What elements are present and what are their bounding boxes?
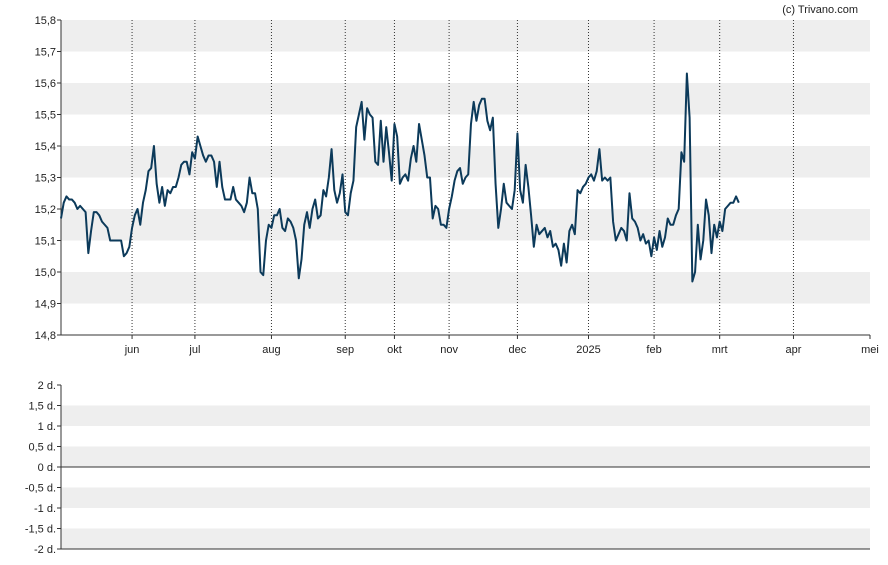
bottom-band <box>61 528 870 549</box>
x-tick-label: jun <box>124 344 140 356</box>
x-tick-label: mrt <box>712 344 728 356</box>
top-chart-bands <box>61 20 870 304</box>
bottom-band <box>61 405 870 426</box>
y-tick-label: 15,1 <box>35 236 56 248</box>
top-chart-series <box>60 72 740 283</box>
x-tick-label: nov <box>440 344 458 356</box>
top-band <box>61 272 870 304</box>
price-series-line <box>60 72 740 283</box>
bottom-chart-bands <box>61 405 870 549</box>
top-band <box>61 83 870 115</box>
x-tick-label: mei <box>861 344 879 356</box>
bottom-y-tick-label: 1,5 d. <box>28 401 56 413</box>
x-tick-label: sep <box>336 344 354 356</box>
top-chart-y-ticks: 15,8 15,7 15,6 15,5 15,4 15,3 15,2 15,1 15,0 14,9… <box>35 15 61 342</box>
bottom-y-tick-label: 2 d. <box>38 380 56 392</box>
x-tick-label: feb <box>646 344 661 356</box>
x-tick-label: aug <box>262 344 280 356</box>
y-tick-label: 15,0 <box>35 267 56 279</box>
bottom-y-tick-label: 1 d. <box>38 421 56 433</box>
y-tick-label: 14,9 <box>35 299 56 311</box>
y-tick-label: 15,4 <box>35 141 56 153</box>
bottom-y-tick-label: -1,5 d. <box>25 524 56 536</box>
bottom-y-tick-label: -0,5 d. <box>25 483 56 495</box>
top-band <box>61 209 870 241</box>
bottom-band <box>61 487 870 508</box>
y-tick-label: 15,5 <box>35 110 56 122</box>
y-tick-label: 15,7 <box>35 47 56 59</box>
top-chart-x-ticks: jun jul aug sep okt nov dec 2025 feb mrt apr mei <box>124 335 879 356</box>
bottom-y-tick-label: 0,5 d. <box>28 442 56 454</box>
x-tick-label: jul <box>188 344 200 356</box>
x-tick-label: apr <box>786 344 802 356</box>
y-tick-label: 15,2 <box>35 204 56 216</box>
bottom-y-tick-label: -2 d. <box>34 544 56 556</box>
copyright-label: (c) Trivano.com <box>782 4 858 16</box>
x-tick-label: dec <box>509 344 527 356</box>
y-tick-label: 15,6 <box>35 78 56 90</box>
bottom-y-tick-label: -1 d. <box>34 503 56 515</box>
y-tick-label: 15,3 <box>35 173 56 185</box>
bottom-y-tick-label: 0 d. <box>38 462 56 474</box>
bottom-chart-y-ticks: 2 d. 1,5 d. 1 d. 0,5 d. 0 d. -0,5 d. -1 d. -1,5… <box>25 380 61 556</box>
x-tick-label: 2025 <box>576 344 600 356</box>
y-tick-label: 14,8 <box>35 330 56 342</box>
y-tick-label: 15,8 <box>35 15 56 27</box>
top-band <box>61 146 870 178</box>
bottom-band <box>61 446 870 467</box>
top-band <box>61 20 870 52</box>
x-tick-label: okt <box>387 344 402 356</box>
